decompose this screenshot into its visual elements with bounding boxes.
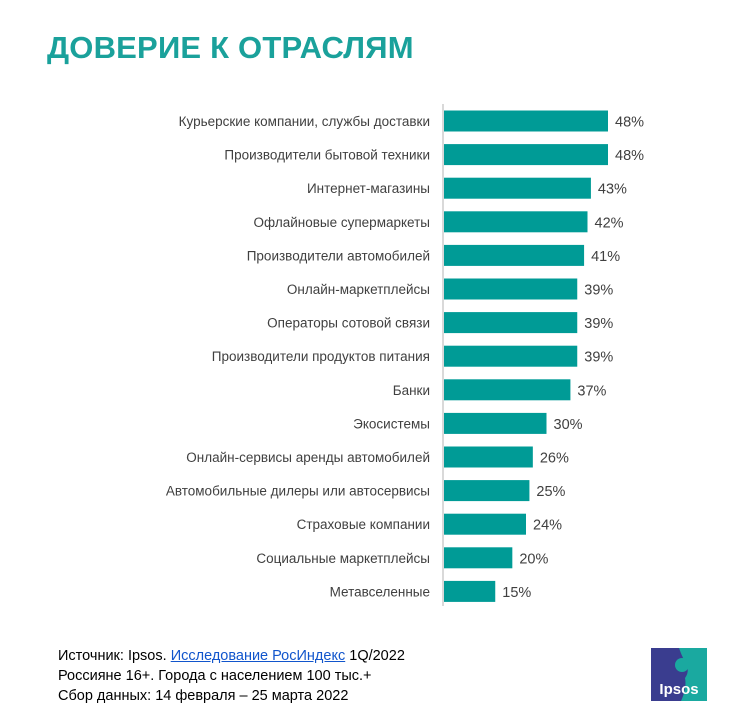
- ipsos-logo: Ipsos: [651, 648, 707, 701]
- bar: [444, 312, 578, 334]
- sample-line: Россияне 16+. Города с населением 100 ты…: [58, 668, 372, 684]
- category-label: Социальные маркетплейсы: [256, 551, 430, 566]
- value-label: 48%: [615, 115, 644, 131]
- value-label: 26%: [540, 451, 569, 467]
- category-label: Страховые компании: [297, 517, 430, 532]
- value-label: 48%: [615, 148, 644, 164]
- bar: [444, 177, 591, 199]
- value-label: 25%: [536, 484, 565, 500]
- value-label: 42%: [595, 215, 624, 231]
- source-link[interactable]: Исследование РосИндекс: [170, 648, 346, 664]
- svg-text:Ipsos: Ipsos: [659, 681, 698, 698]
- bar-chart: Курьерские компании, службы доставки 48% П…: [166, 104, 644, 606]
- value-label: 15%: [502, 585, 531, 601]
- bar: [444, 480, 530, 502]
- value-label: 43%: [598, 182, 627, 198]
- category-label: Автомобильные дилеры или автосервисы: [166, 484, 430, 499]
- bar: [444, 513, 526, 535]
- footer: Источник: Ipsos. Исследование РосИндекс …: [58, 646, 405, 706]
- bar: [444, 144, 608, 166]
- bar: [444, 547, 513, 569]
- value-label: 39%: [584, 350, 613, 366]
- value-label: 37%: [577, 383, 606, 399]
- category-label: Метавселенные: [330, 584, 430, 599]
- value-label: 39%: [584, 316, 613, 332]
- value-label: 41%: [591, 249, 620, 265]
- dates-line: Сбор данных: 14 февраля – 25 марта 2022: [58, 688, 349, 704]
- category-label: Операторы сотовой связи: [267, 316, 430, 331]
- category-label: Производители бытовой техники: [224, 148, 430, 163]
- bar: [444, 211, 588, 233]
- category-label: Курьерские компании, службы доставки: [179, 114, 430, 129]
- bar: [444, 580, 496, 602]
- bar: [444, 412, 547, 434]
- value-label: 30%: [554, 417, 583, 433]
- category-label: Производители автомобилей: [247, 248, 430, 263]
- category-label: Экосистемы: [353, 416, 430, 431]
- bar: [444, 244, 585, 266]
- chart-title: ДОВЕРИЕ К ОТРАСЛЯМ: [47, 30, 414, 65]
- category-label: Онлайн-маркетплейсы: [287, 282, 430, 297]
- bar: [444, 345, 578, 367]
- category-label: Офлайновые супермаркеты: [254, 215, 430, 230]
- bar: [444, 446, 533, 468]
- category-label: Банки: [393, 383, 430, 398]
- bar: [444, 110, 608, 132]
- value-label: 39%: [584, 283, 613, 299]
- value-label: 24%: [533, 518, 562, 534]
- category-label: Онлайн-сервисы аренды автомобилей: [186, 450, 430, 465]
- source-line: Источник: Ipsos. Исследование РосИндекс …: [58, 648, 405, 664]
- value-label: 20%: [519, 551, 548, 567]
- bar: [444, 379, 571, 401]
- category-label: Производители продуктов питания: [212, 349, 430, 364]
- category-label: Интернет-магазины: [307, 181, 430, 196]
- bar: [444, 278, 578, 300]
